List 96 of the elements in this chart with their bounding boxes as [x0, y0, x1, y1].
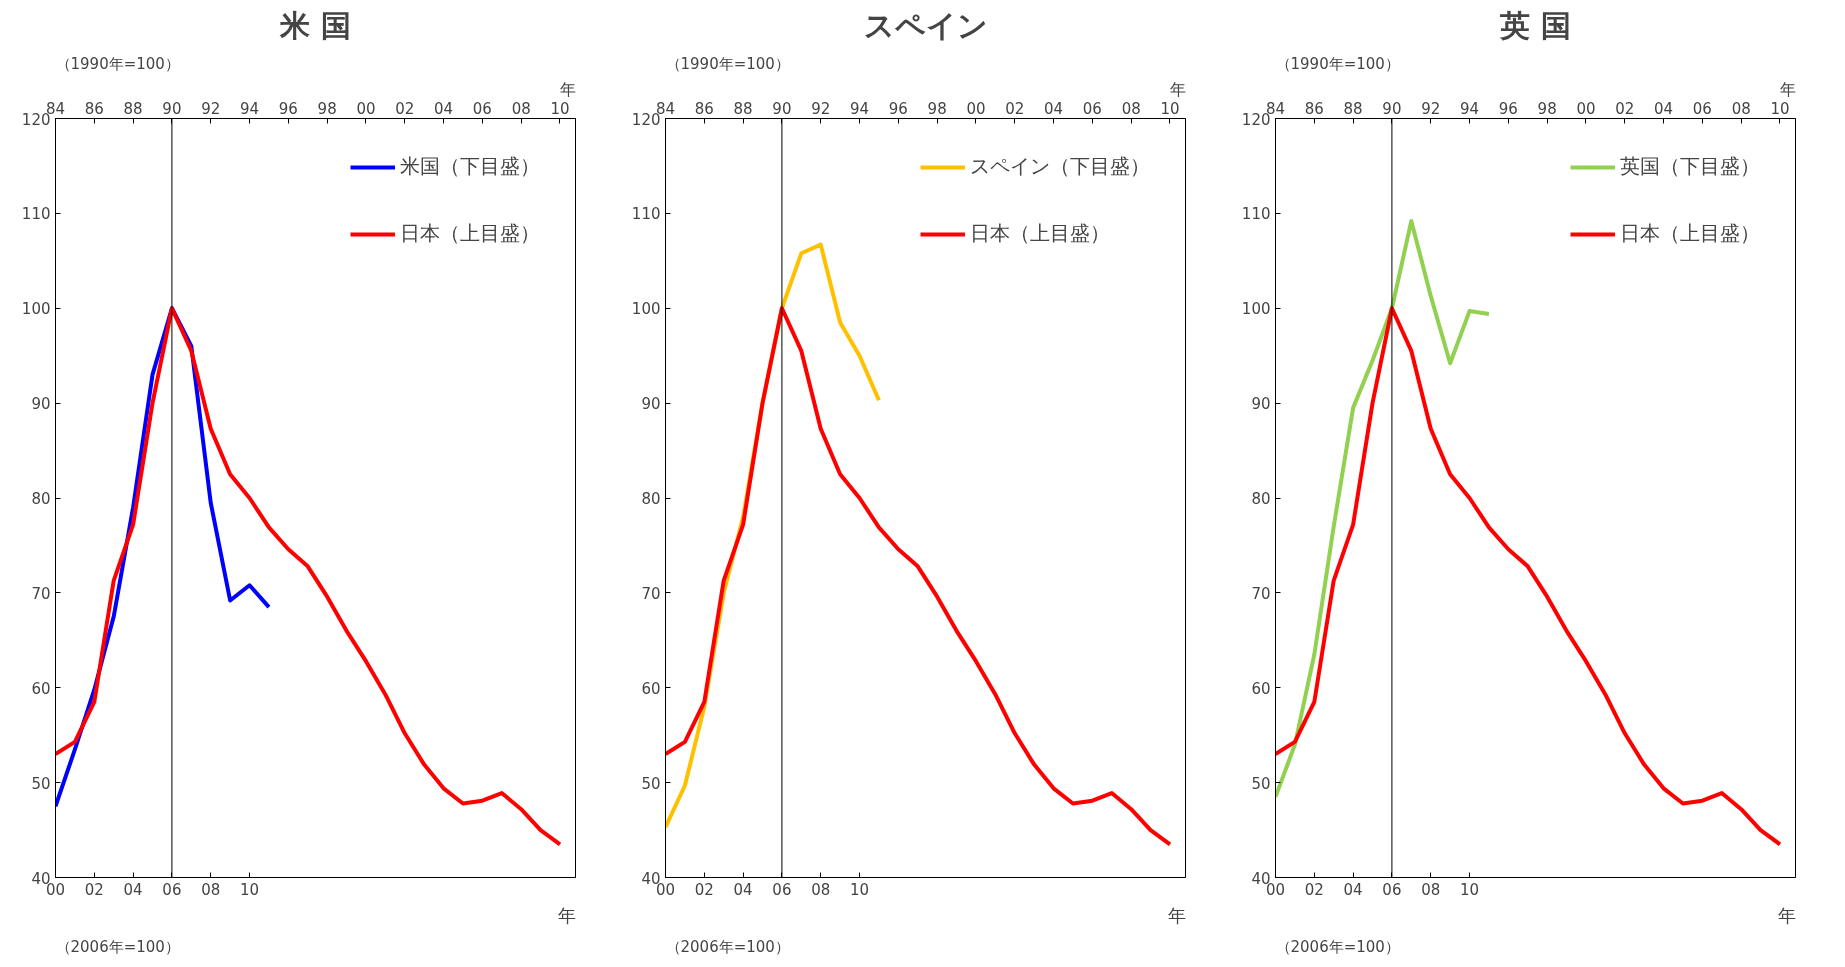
x-tick-label: 02 [84, 880, 104, 899]
x-tick-label: 08 [1421, 880, 1441, 899]
x2-tick-label: 86 [84, 99, 104, 118]
y-tick-label: 80 [31, 490, 51, 508]
y-tick-label: 100 [1241, 300, 1271, 319]
x2-axis-title: 年 [1779, 79, 1796, 99]
y-tick-label: 110 [631, 205, 661, 224]
x2-tick-label: 94 [1459, 99, 1480, 118]
y-tick-label: 60 [1251, 679, 1271, 698]
x-axis-title: 年 [1167, 904, 1186, 926]
y-tick-label: 80 [1251, 490, 1271, 508]
x-axis-title: 年 [557, 904, 576, 926]
x2-tick-label: 02 [1615, 99, 1635, 118]
y-tick-label: 60 [31, 679, 51, 698]
y-tick-label: 70 [641, 584, 661, 603]
x2-axis-title: 年 [1169, 79, 1186, 99]
x2-tick-label: 90 [162, 99, 182, 118]
y-tick-label: 110 [1241, 205, 1271, 224]
x2-tick-label: 98 [927, 99, 947, 118]
x-tick-label: 10 [849, 880, 870, 899]
x2-tick-label: 08 [1121, 99, 1141, 118]
x2-tick-label: 94 [849, 99, 870, 118]
x2-tick-label: 10 [1770, 99, 1790, 118]
x2-tick-label: 08 [1731, 99, 1751, 118]
x-tick-label: 10 [239, 880, 260, 899]
legend-label: 日本（上目盛） [1620, 220, 1760, 247]
x2-tick-label: 86 [694, 99, 714, 118]
text: （2006年=100） [55, 937, 180, 956]
x2-tick-label: 96 [278, 99, 298, 118]
x2-tick-label: 04 [1044, 99, 1064, 118]
x2-tick-label: 92 [1421, 99, 1441, 118]
x-tick-label: 08 [811, 880, 831, 899]
x2-tick-label: 96 [1498, 99, 1518, 118]
y-tick-label: 70 [1251, 584, 1271, 603]
x2-tick-label: 10 [550, 99, 570, 118]
x-tick-label: 06 [772, 880, 792, 899]
chart-title: 英 国 [1499, 7, 1571, 43]
y-tick-label: 70 [31, 584, 51, 603]
x2-tick-label: 02 [1005, 99, 1025, 118]
x2-axis-title: 年 [559, 79, 576, 99]
y-tick-label: 110 [21, 205, 51, 224]
x2-tick-label: 90 [1382, 99, 1402, 118]
x2-tick-label: 00 [966, 99, 986, 118]
x2-tick-label: 00 [1576, 99, 1596, 118]
x2-tick-label: 04 [434, 99, 454, 118]
chart-title: スペイン [863, 7, 988, 43]
y-tick-label: 50 [31, 774, 51, 793]
x-tick-label: 02 [694, 880, 714, 899]
x-axis-title: 年 [1777, 904, 1796, 926]
legend-label: 米国（下目盛） [400, 153, 540, 180]
legend-label: スペイン（下目盛） [970, 153, 1150, 180]
x-tick-label: 04 [1343, 880, 1363, 899]
y-tick-label: 100 [21, 300, 51, 319]
legend-label: 日本（上目盛） [400, 220, 540, 247]
x-tick-label: 04 [123, 880, 143, 899]
chart-title: 米 国 [279, 7, 351, 43]
x-tick-label: 06 [1382, 880, 1402, 899]
text: （2006年=100） [1275, 937, 1400, 956]
x2-tick-label: 88 [733, 99, 753, 118]
y-tick-label: 90 [641, 395, 661, 414]
text: （1990年=100） [665, 54, 790, 73]
x2-tick-label: 04 [1654, 99, 1674, 118]
y-tick-label: 100 [631, 300, 661, 319]
x-tick-label: 10 [1459, 880, 1480, 899]
y-tick-label: 80 [641, 490, 661, 508]
text: （1990年=100） [55, 54, 180, 73]
x2-tick-label: 10 [1160, 99, 1180, 118]
x-tick-label: 02 [1304, 880, 1324, 899]
x2-tick-label: 02 [395, 99, 415, 118]
x2-tick-label: 96 [888, 99, 908, 118]
y-tick-label: 60 [641, 679, 661, 698]
x-tick-label: 08 [201, 880, 221, 899]
x2-tick-label: 06 [1692, 99, 1712, 118]
x2-tick-label: 86 [1304, 99, 1324, 118]
x2-tick-label: 06 [472, 99, 492, 118]
y-tick-label: 90 [1251, 395, 1271, 414]
text: （2006年=100） [665, 937, 790, 956]
legend-label: 日本（上目盛） [970, 220, 1110, 247]
x2-tick-label: 88 [123, 99, 143, 118]
y-tick-label: 50 [1251, 774, 1271, 793]
x2-tick-label: 92 [201, 99, 221, 118]
x2-tick-label: 98 [1537, 99, 1557, 118]
x2-tick-label: 00 [356, 99, 376, 118]
x2-tick-label: 92 [811, 99, 831, 118]
y-tick-label: 50 [641, 774, 661, 793]
x2-tick-label: 06 [1082, 99, 1102, 118]
x2-tick-label: 94 [239, 99, 260, 118]
x2-tick-label: 88 [1343, 99, 1363, 118]
x-tick-label: 04 [733, 880, 753, 899]
y-tick-label: 90 [31, 395, 51, 414]
x2-tick-label: 98 [317, 99, 337, 118]
text: （1990年=100） [1275, 54, 1400, 73]
x2-tick-label: 90 [772, 99, 792, 118]
x-tick-label: 06 [162, 880, 182, 899]
legend-label: 英国（下目盛） [1620, 153, 1760, 180]
x2-tick-label: 08 [511, 99, 531, 118]
